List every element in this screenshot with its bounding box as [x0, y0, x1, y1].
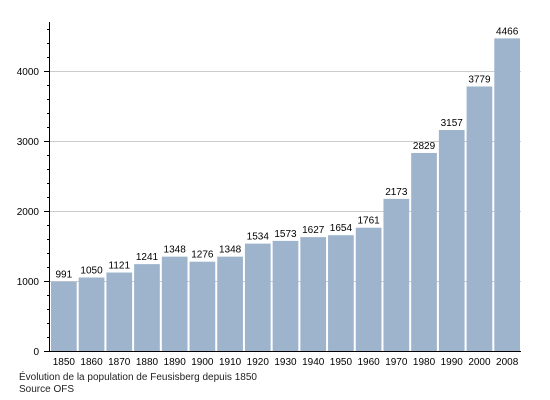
x-tick-label-2000: 2000 [468, 357, 491, 368]
x-tick-label-1890: 1890 [164, 357, 187, 368]
x-tick-label-1870: 1870 [108, 357, 131, 368]
bar-1850 [51, 281, 77, 351]
x-tick-label-1880: 1880 [136, 357, 159, 368]
data-label-1940: 1627 [302, 225, 325, 236]
bars [51, 38, 520, 351]
data-label-1850: 991 [56, 270, 73, 281]
bar-1950 [328, 235, 354, 351]
bar-1980 [411, 152, 437, 351]
data-label-2008: 4466 [496, 26, 519, 37]
bar-1960 [355, 227, 382, 351]
y-tick-label-1000: 1000 [17, 277, 40, 288]
y-tick-label-4000: 4000 [17, 67, 40, 78]
bar-1970 [383, 198, 410, 351]
data-label-1980: 2829 [413, 141, 436, 152]
bar-1880 [134, 264, 160, 351]
bar-1910 [217, 256, 243, 351]
data-label-1920: 1534 [247, 232, 270, 243]
bar-1990 [438, 130, 465, 351]
data-label-1880: 1241 [136, 252, 159, 263]
data-label-2000: 3779 [468, 74, 491, 85]
data-label-1910: 1348 [219, 245, 242, 256]
x-tick-label-1990: 1990 [441, 357, 464, 368]
data-label-1930: 1573 [274, 229, 297, 240]
x-tick-label-1920: 1920 [247, 357, 270, 368]
y-tick-label-3000: 3000 [17, 137, 40, 148]
data-label-1890: 1348 [164, 245, 187, 256]
bar-1920 [244, 243, 271, 351]
bar-1900 [189, 261, 216, 351]
x-tick-label-1940: 1940 [302, 357, 325, 368]
x-tick-label-1960: 1960 [357, 357, 380, 368]
x-tick-label-1910: 1910 [219, 357, 242, 368]
bar-2000 [466, 86, 493, 351]
y-axis: 0 1000 2000 3000 4000 [17, 22, 50, 358]
bar-1940 [300, 237, 327, 351]
x-tick-label-1860: 1860 [80, 357, 103, 368]
data-label-1960: 1761 [357, 216, 380, 227]
bar-1930 [272, 240, 299, 351]
bar-1870 [106, 272, 133, 351]
chart-source: Source OFS [19, 384, 75, 395]
x-tick-label-1900: 1900 [191, 357, 214, 368]
y-tick-label-2000: 2000 [17, 207, 40, 218]
data-label-1900: 1276 [191, 250, 214, 261]
bar-1860 [78, 277, 105, 351]
x-tick-label-2008: 2008 [496, 357, 519, 368]
data-label-1870: 1121 [109, 261, 131, 272]
x-tick-label-1850: 1850 [53, 357, 76, 368]
data-label-1860: 1050 [80, 266, 103, 277]
x-axis: 1850 1860 1870 1880 1890 1900 1910 1920 1930 1940… [44, 351, 521, 368]
data-label-1990: 3157 [441, 118, 464, 129]
x-tick-label-1950: 1950 [330, 357, 353, 368]
x-tick-label-1970: 1970 [385, 357, 408, 368]
x-tick-label-1980: 1980 [413, 357, 436, 368]
data-label-1950: 1654 [330, 223, 353, 234]
chart-caption: Évolution de la population de Feusisberg… [19, 372, 257, 383]
bar-2008 [494, 38, 520, 351]
data-labels: 991 1050 1121 1241 1348 1276 1348 1534 1573 1627 1… [56, 26, 519, 280]
bar-1890 [161, 256, 188, 351]
y-tick-label-0: 0 [33, 347, 39, 358]
x-tick-label-1930: 1930 [274, 357, 297, 368]
data-label-1970: 2173 [385, 187, 408, 198]
